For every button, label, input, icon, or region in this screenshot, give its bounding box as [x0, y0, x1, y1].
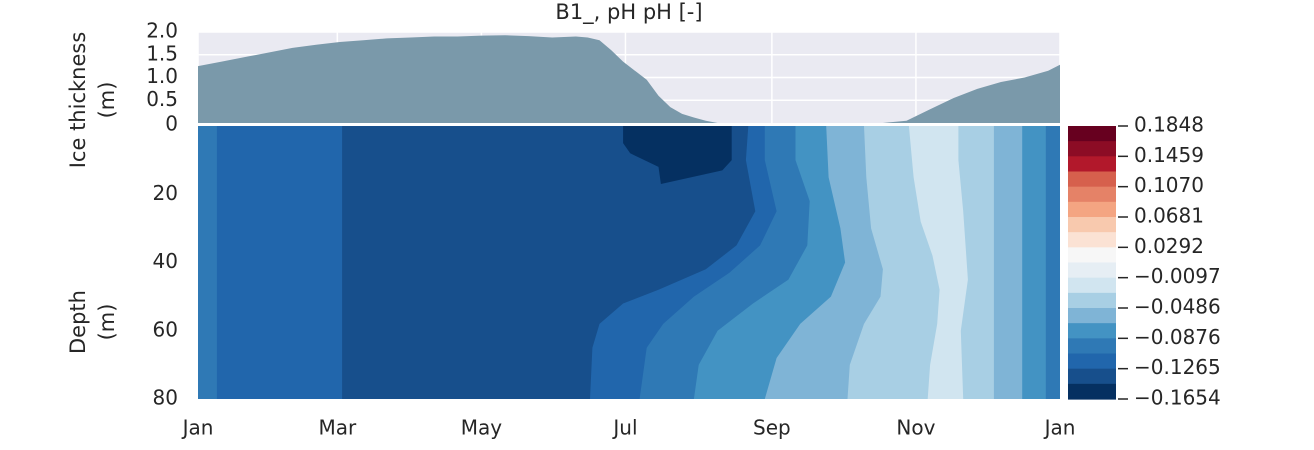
colorbar-segment-15	[1068, 353, 1116, 370]
ice-y-tick-label-2: 1.0	[146, 64, 178, 88]
colorbar-tick-label-2: 0.1070	[1134, 173, 1204, 197]
colorbar-tick-label-7: −0.0876	[1134, 325, 1221, 349]
colorbar-tick-label-5: −0.0097	[1134, 264, 1221, 288]
colorbar-tick-label-4: 0.0292	[1134, 234, 1204, 258]
colorbar-tick-label-0: 0.1848	[1134, 113, 1204, 137]
ice-thickness-area	[198, 35, 1060, 124]
heatmap-cold-blob-0	[623, 126, 732, 184]
x-tick-label-5: Nov	[896, 416, 935, 440]
colorbar-segment-3	[1068, 171, 1116, 188]
colorbar-segment-10	[1068, 277, 1116, 294]
ice-y-tick-label-1: 1.5	[146, 41, 178, 65]
colorbar-tick-label-6: −0.0486	[1134, 295, 1221, 319]
colorbar-segment-5	[1068, 201, 1116, 218]
colorbar-segment-1	[1068, 141, 1116, 157]
colorbar-tick-label-3: 0.0681	[1134, 204, 1204, 228]
colorbar-tick-label-1: 0.1459	[1134, 143, 1204, 167]
ice-y-tick-label-4: 0	[165, 112, 178, 136]
colorbar-segment-17	[1068, 383, 1116, 400]
colorbar-segment-0	[1068, 126, 1116, 142]
x-tick-label-2: May	[461, 416, 503, 440]
colorbar-segment-12	[1068, 308, 1116, 324]
ice-y-tick-label-0: 2.0	[146, 19, 178, 43]
depth-y-tick-label-1: 40	[153, 249, 178, 273]
colorbar-segment-11	[1068, 292, 1116, 309]
chart-title: B1_, pH pH [-]	[555, 0, 702, 25]
depth-y-tick-label-2: 60	[153, 317, 178, 341]
colorbar-segment-2	[1068, 156, 1116, 173]
ice-y-axis-unit: (m)	[95, 82, 119, 119]
colorbar-segment-13	[1068, 323, 1116, 339]
colorbar-segment-8	[1068, 247, 1116, 264]
x-tick-label-1: Mar	[318, 416, 357, 440]
colorbar-segment-6	[1068, 217, 1116, 233]
colorbar-tick-label-8: −0.1265	[1134, 355, 1221, 379]
ice-y-tick-label-3: 0.5	[146, 87, 178, 111]
colorbar-tick-label-9: −0.1654	[1134, 386, 1221, 410]
heatmap-layer	[198, 126, 1060, 399]
depth-y-tick-label-0: 20	[153, 181, 178, 205]
colorbar-segment-4	[1068, 186, 1116, 203]
ice-y-axis-label: Ice thickness	[66, 32, 90, 169]
depth-y-axis-label: Depth	[66, 290, 90, 354]
x-tick-label-6: Jan	[1043, 416, 1076, 440]
colorbar-segment-9	[1068, 262, 1116, 279]
colorbar-segment-16	[1068, 368, 1116, 385]
heatmap-band-12	[1045, 126, 1060, 399]
x-tick-label-0: Jan	[181, 416, 214, 440]
colorbar-segment-7	[1068, 232, 1116, 248]
depth-y-tick-label-3: 80	[153, 386, 178, 410]
colorbar-segment-14	[1068, 338, 1116, 355]
x-tick-label-3: Jul	[611, 416, 637, 440]
x-tick-label-4: Sep	[753, 416, 791, 440]
depth-y-axis-unit: (m)	[95, 304, 119, 341]
